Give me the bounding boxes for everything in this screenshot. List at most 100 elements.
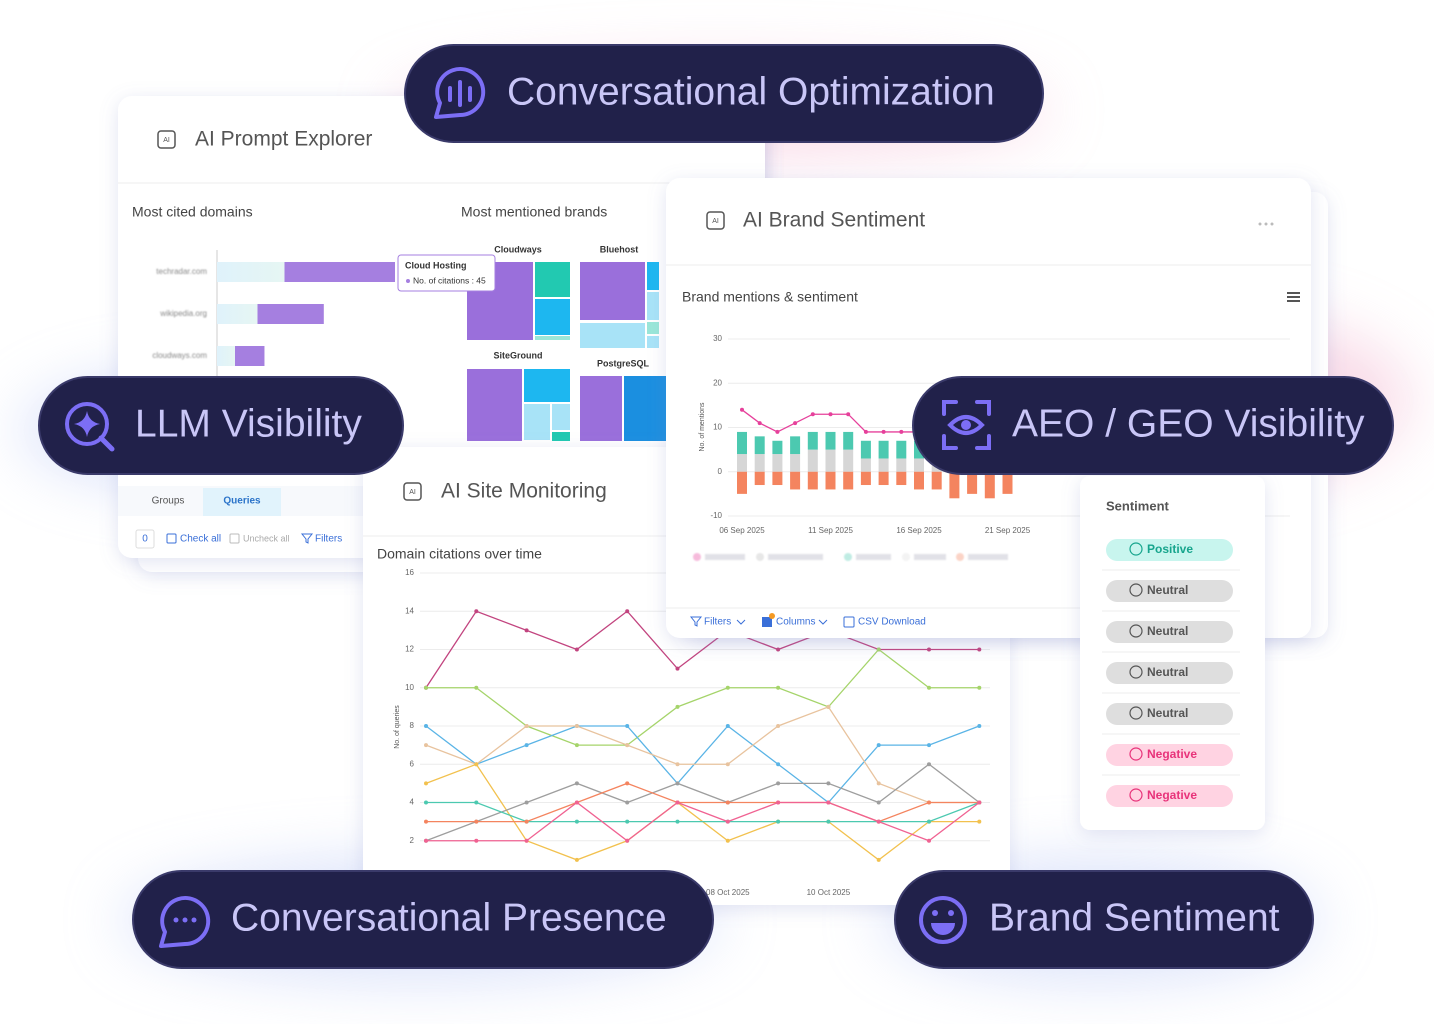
point — [876, 781, 881, 786]
bar — [737, 431, 747, 455]
bar — [860, 471, 871, 486]
count: 0 — [142, 534, 148, 545]
face-icon — [1129, 583, 1143, 597]
sentiment-label: Negative — [1147, 747, 1197, 761]
icon — [843, 616, 855, 628]
chart-title: Most mentioned brands — [461, 204, 607, 220]
y-tick-label: 6 — [410, 759, 415, 768]
bar — [860, 458, 871, 472]
face-icon — [1129, 788, 1143, 802]
point — [977, 800, 982, 805]
x-tick-label: 16 Sep 2025 — [896, 526, 942, 535]
hamburger-menu[interactable] — [1287, 292, 1300, 302]
icon — [300, 533, 314, 544]
point — [625, 838, 630, 843]
pill-label: Conversational Optimization — [507, 70, 995, 113]
bar — [825, 431, 836, 450]
bar — [790, 471, 801, 490]
tab-active — [203, 488, 281, 516]
line — [425, 706, 980, 804]
point — [927, 647, 931, 652]
bar — [825, 449, 836, 472]
point — [524, 800, 529, 805]
column-title: Sentiment — [1106, 498, 1170, 513]
y-tick-label: 12 — [405, 645, 414, 654]
sentiment-label: Neutral — [1147, 624, 1188, 638]
count-box — [135, 529, 155, 549]
point — [927, 762, 931, 767]
y-tick-label: wikipedia.org — [159, 309, 207, 318]
x-tick-label: 10 Oct 2025 — [807, 888, 851, 897]
toolbar-button[interactable]: Check all — [180, 534, 221, 545]
brand-label: Cloudways — [494, 244, 542, 254]
line — [425, 610, 980, 689]
point — [474, 838, 479, 843]
y-tick-label: 20 — [713, 378, 722, 387]
bar — [984, 471, 995, 499]
point — [927, 819, 931, 824]
tab[interactable]: Groups — [152, 496, 185, 507]
bar — [772, 454, 783, 472]
bar — [843, 431, 854, 450]
point — [776, 819, 781, 824]
brand-label: PostgreSQL — [597, 358, 650, 368]
point — [524, 724, 529, 728]
toolbar-button[interactable]: CSV Download — [858, 617, 926, 628]
pill-label: LLM Visibility — [135, 402, 362, 445]
bar — [878, 458, 889, 472]
sentiment-label: Neutral — [1147, 706, 1188, 720]
toolbar-button[interactable]: Filters — [704, 617, 731, 628]
bar — [878, 440, 889, 459]
point — [776, 762, 781, 767]
point — [424, 819, 428, 824]
point — [977, 647, 982, 652]
badge — [769, 613, 775, 619]
x-tick-label: 08 Oct 2025 — [706, 888, 750, 897]
point — [474, 800, 479, 805]
point — [776, 724, 781, 728]
tab[interactable]: Queries — [223, 496, 261, 507]
pill-label: AEO / GEO Visibility — [1012, 402, 1365, 445]
point — [776, 685, 781, 690]
point — [625, 819, 630, 824]
bar — [1002, 471, 1013, 494]
bar — [843, 471, 854, 490]
chart-title: Domain citations over time — [377, 546, 542, 562]
bar — [754, 471, 765, 486]
bar — [914, 471, 924, 490]
sentiment-chip — [1106, 662, 1233, 684]
icon — [229, 533, 240, 544]
bar — [949, 471, 960, 499]
menu-dots[interactable] — [1258, 222, 1274, 226]
point — [927, 685, 931, 690]
tooltip: Cloud Hosting No. of citations : 45 — [397, 254, 496, 292]
bar — [737, 454, 747, 472]
point — [574, 781, 579, 786]
line — [425, 763, 980, 842]
bar — [896, 440, 907, 459]
toolbar-button[interactable]: Filters — [315, 534, 342, 545]
point — [810, 412, 815, 417]
y-tick-label: 30 — [713, 334, 722, 343]
y-tick-label: 10 — [405, 683, 414, 692]
card-title: AI Site Monitoring — [441, 480, 607, 503]
point — [524, 743, 529, 748]
point — [675, 781, 680, 786]
sentiment-chip — [1106, 785, 1233, 807]
chevron — [818, 619, 828, 625]
chip-label: AI — [409, 489, 416, 496]
point — [474, 609, 479, 614]
face-icon — [1129, 747, 1143, 761]
bar — [754, 436, 765, 455]
toolbar-button[interactable]: Columns — [776, 617, 815, 628]
bar — [914, 458, 924, 472]
point — [474, 819, 479, 824]
bar — [790, 436, 801, 455]
point — [625, 609, 630, 614]
sentiment-label: Neutral — [1147, 583, 1188, 597]
toolbar-button[interactable]: Uncheck all — [243, 533, 290, 543]
sentiment-label: Negative — [1147, 788, 1197, 802]
chevron — [736, 619, 746, 625]
y-tick-label: 16 — [405, 568, 414, 577]
